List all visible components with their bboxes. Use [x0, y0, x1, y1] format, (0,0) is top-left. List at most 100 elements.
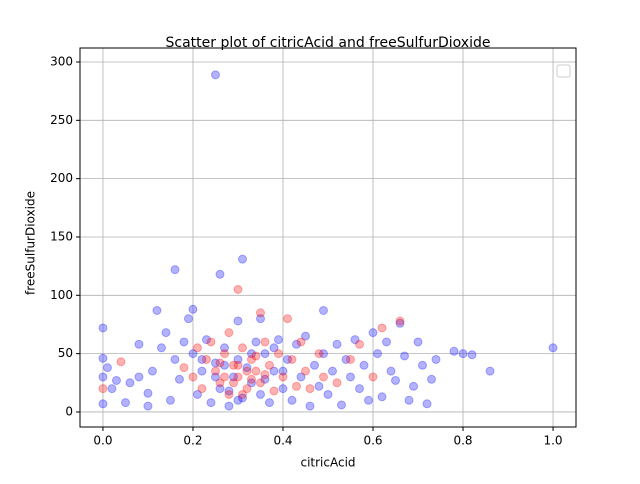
point: [328, 366, 338, 376]
point: [120, 398, 130, 408]
point: [156, 343, 166, 353]
point: [332, 339, 342, 349]
point: [107, 384, 117, 394]
point: [305, 384, 315, 394]
point: [548, 343, 558, 353]
point: [282, 354, 292, 364]
point: [98, 399, 108, 409]
point: [233, 360, 243, 370]
point: [323, 389, 333, 399]
y-tick-label: 100: [50, 288, 73, 302]
point: [273, 349, 283, 359]
point: [400, 351, 410, 361]
point: [174, 374, 184, 384]
point: [152, 305, 162, 315]
point: [210, 70, 220, 80]
point: [197, 384, 207, 394]
point: [215, 384, 225, 394]
point: [224, 386, 234, 396]
point: [246, 374, 256, 384]
point: [192, 389, 202, 399]
point: [251, 366, 261, 376]
point: [278, 384, 288, 394]
point: [143, 401, 153, 411]
point: [143, 388, 153, 398]
point: [255, 314, 265, 324]
point: [431, 354, 441, 364]
point: [364, 395, 374, 405]
point: [255, 389, 265, 399]
point: [346, 372, 356, 382]
point: [291, 339, 301, 349]
point: [467, 350, 477, 360]
point: [233, 284, 243, 294]
point: [449, 346, 459, 356]
point: [188, 304, 198, 314]
point: [269, 386, 279, 396]
point: [210, 372, 220, 382]
point: [350, 335, 360, 345]
point: [246, 349, 256, 359]
point: [278, 372, 288, 382]
y-axis-label: freeSulfurDioxide: [24, 191, 38, 295]
point: [346, 354, 356, 364]
point: [237, 389, 247, 399]
point: [246, 354, 256, 364]
point: [255, 308, 265, 318]
point: [210, 358, 220, 368]
point: [237, 393, 247, 403]
point: [377, 323, 387, 333]
point: [409, 381, 419, 391]
point: [188, 372, 198, 382]
point: [197, 366, 207, 376]
point: [255, 378, 265, 388]
point: [391, 375, 401, 385]
point: [260, 374, 270, 384]
point: [382, 337, 392, 347]
ticks: 0.0 0.2 0.4 0.6 0.8 1.0 0 50 100 150 200 250 300: [50, 54, 562, 447]
point: [228, 378, 238, 388]
chart-title: Scatter plot of citricAcid and freeSulfu…: [166, 35, 491, 51]
point: [341, 354, 351, 364]
point: [422, 399, 432, 409]
point: [278, 366, 288, 376]
point: [170, 265, 180, 275]
y-tick-label: 0: [65, 404, 73, 418]
point: [237, 343, 247, 353]
point: [377, 392, 387, 402]
point: [98, 384, 108, 394]
point: [314, 349, 324, 359]
point: [395, 318, 405, 328]
y-tick-label: 300: [50, 54, 73, 68]
point: [264, 360, 274, 370]
point: [206, 337, 216, 347]
point: [300, 331, 310, 341]
point: [368, 328, 378, 338]
point: [318, 305, 328, 315]
point: [296, 337, 306, 347]
point: [404, 395, 414, 405]
point: [201, 335, 211, 345]
point: [242, 363, 252, 373]
y-tick-label: 150: [50, 229, 73, 243]
point: [98, 372, 108, 382]
point: [179, 337, 189, 347]
point: [233, 316, 243, 326]
point: [188, 349, 198, 359]
point: [260, 349, 270, 359]
point: [264, 398, 274, 408]
point: [458, 349, 468, 359]
point: [355, 339, 365, 349]
point: [224, 389, 234, 399]
point: [318, 349, 328, 359]
point: [485, 366, 495, 376]
point: [318, 372, 328, 382]
point: [233, 372, 243, 382]
point: [395, 316, 405, 326]
point: [233, 354, 243, 364]
point: [296, 372, 306, 382]
point: [125, 378, 135, 388]
point: [337, 400, 347, 410]
point: [161, 328, 171, 338]
